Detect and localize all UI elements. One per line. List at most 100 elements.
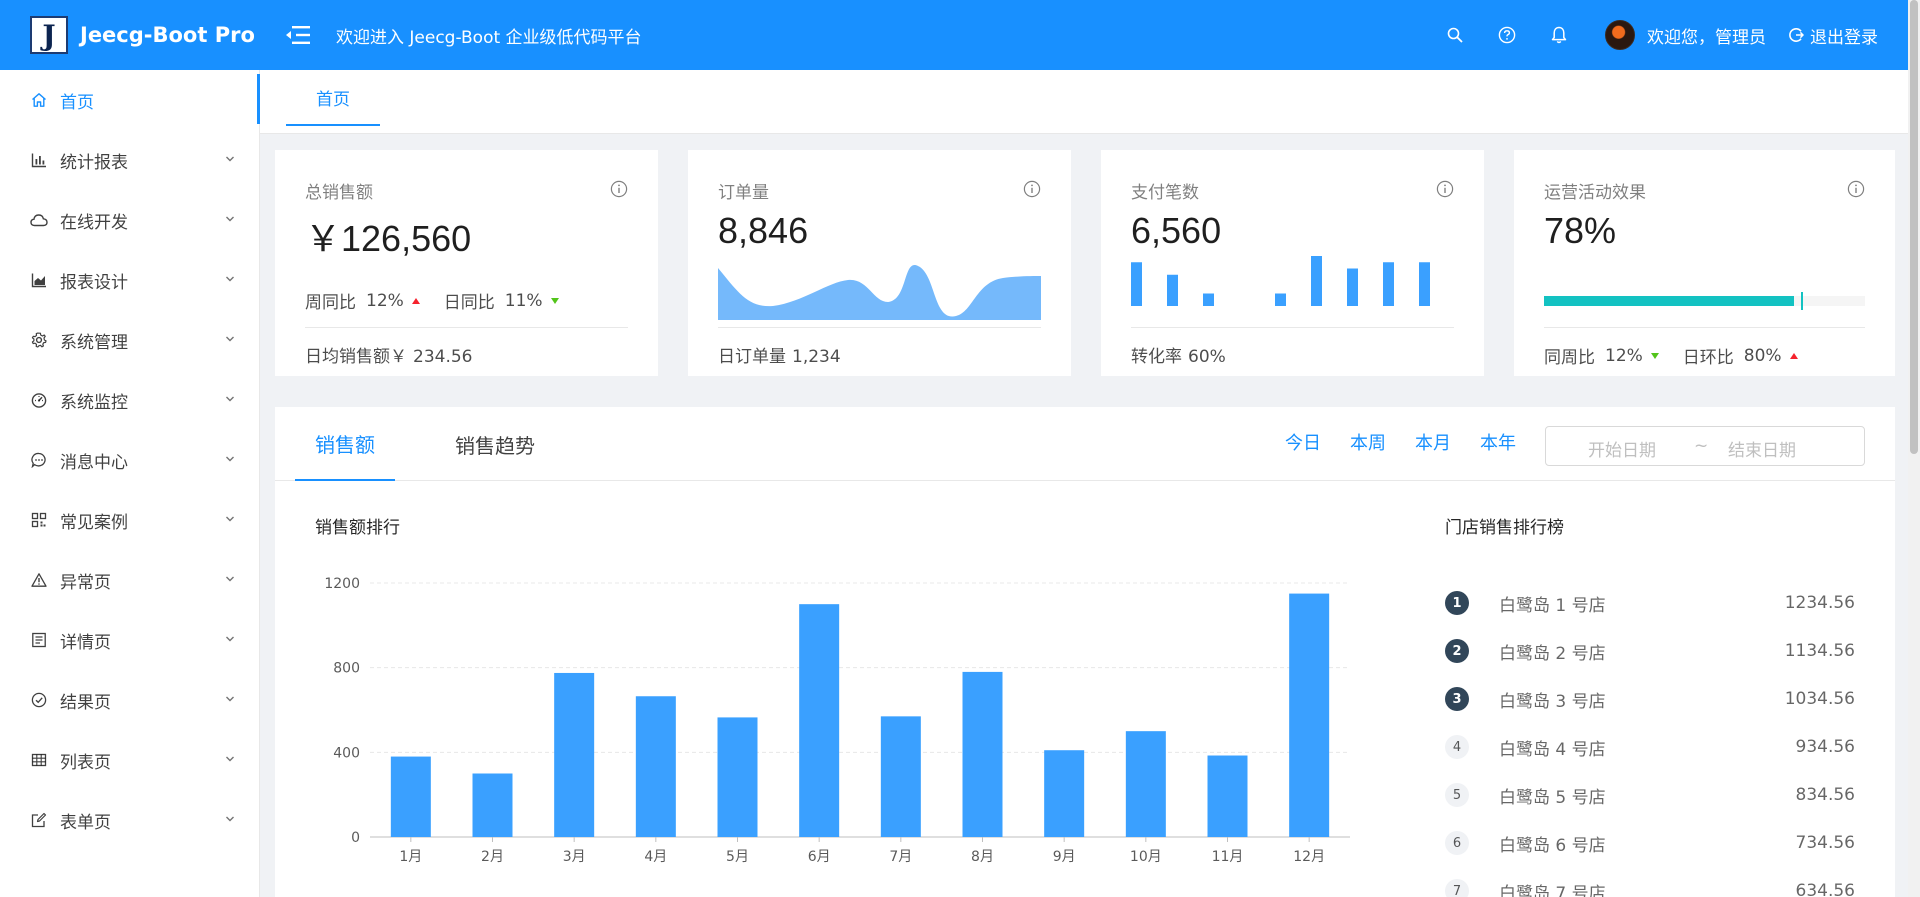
x-tick-label: 6月 [808, 849, 831, 865]
range-today[interactable]: 今日 [1285, 433, 1321, 454]
store-name: 白鹭岛 1 号店 [1499, 595, 1606, 616]
menu-fold-icon[interactable] [280, 17, 316, 53]
week-compare-value: 12% [366, 290, 404, 311]
sidebar-item-common-cases[interactable]: 常见案例 [0, 490, 259, 550]
info-icon[interactable] [1847, 180, 1865, 198]
info-icon[interactable] [1023, 180, 1041, 198]
sales-bar[interactable] [554, 672, 595, 837]
y-tick-label: 0 [351, 830, 360, 846]
store-name: 白鹭岛 5 号店 [1499, 787, 1606, 808]
chevron-down-icon [226, 276, 234, 282]
end-date-input[interactable]: 结束日期 [1728, 441, 1796, 461]
sidebar-item-label: 报表设计 [60, 272, 128, 293]
sales-bar[interactable] [962, 671, 1003, 837]
x-tick-label: 5月 [726, 849, 749, 865]
card-label: 运营活动效果 [1544, 183, 1646, 203]
sidebar-item-home[interactable]: 首页 [0, 70, 260, 130]
rank-badge: 5 [1445, 783, 1469, 807]
y-tick-label: 1200 [324, 576, 360, 592]
sidebar-item-report-design[interactable]: 报表设计 [0, 250, 259, 310]
card-label: 订单量 [718, 183, 769, 203]
page-scrollbar[interactable] [1908, 0, 1920, 897]
payments-mini-bar-chart [1131, 256, 1430, 306]
tab-home[interactable]: 首页 [286, 70, 380, 126]
progress-fill [1544, 296, 1795, 306]
user-menu[interactable]: 欢迎您，管理员 [1605, 20, 1766, 50]
sales-bar[interactable] [1044, 750, 1085, 837]
logo[interactable]: J Jeecg-Boot Pro [0, 0, 260, 70]
sales-bar[interactable] [390, 756, 431, 837]
card-value: 78% [1544, 210, 1617, 251]
store-name: 白鹭岛 2 号店 [1499, 643, 1606, 664]
start-date-input[interactable]: 开始日期 [1588, 441, 1656, 461]
area-shape [718, 264, 1041, 320]
store-name: 白鹭岛 3 号店 [1499, 691, 1606, 712]
sidebar-item-form-page[interactable]: 表单页 [0, 790, 259, 850]
footer-label: 转化率 [1131, 347, 1182, 367]
store-sales-value: 1134.56 [1784, 641, 1855, 661]
orders-area-chart [718, 264, 1041, 320]
sidebar-item-list-page[interactable]: 列表页 [0, 730, 259, 790]
x-tick-label: 9月 [1053, 849, 1076, 865]
rank-badge: 2 [1445, 639, 1469, 663]
sidebar-item-online-dev[interactable]: 在线开发 [0, 190, 259, 250]
day-compare-value: 11% [504, 290, 543, 311]
divider [305, 327, 628, 328]
card-label: 总销售额 [305, 183, 373, 203]
dashboard-icon [30, 391, 48, 409]
x-tick-label: 2月 [481, 849, 504, 865]
range-week[interactable]: 本周 [1350, 433, 1386, 454]
cloud-icon [30, 211, 48, 229]
range-year[interactable]: 本年 [1480, 433, 1516, 454]
info-icon[interactable] [1436, 180, 1454, 198]
ranking-row: 1 白鹭岛 1 号店 1234.56 [1445, 591, 1855, 616]
week-compare-value: 12% [1605, 345, 1643, 366]
bell-icon[interactable] [1533, 0, 1585, 70]
tab-sales[interactable]: 销售额 [295, 407, 395, 481]
search-icon[interactable] [1429, 0, 1481, 70]
table-icon [30, 751, 48, 769]
x-tick-label: 11月 [1212, 849, 1244, 865]
caret-down-icon [1650, 352, 1659, 359]
chart-title: 销售额排行 [315, 518, 400, 538]
sales-bar[interactable] [472, 773, 513, 838]
chevron-down-icon [226, 816, 234, 822]
caret-down-icon [550, 297, 559, 304]
sales-bar[interactable] [1125, 731, 1166, 837]
sidebar-item-system-monitor[interactable]: 系统监控 [0, 370, 259, 430]
trend-row: 周同比 12% 日同比 11% [305, 288, 583, 313]
scrollbar-thumb[interactable] [1910, 0, 1918, 454]
sales-bar[interactable] [880, 716, 921, 837]
sidebar-item-label: 列表页 [60, 752, 111, 773]
logout-button[interactable]: 退出登录 [1788, 23, 1878, 48]
sidebar-item-exception-page[interactable]: 异常页 [0, 550, 259, 610]
date-range-picker[interactable]: 开始日期 ~ 结束日期 [1545, 426, 1865, 466]
range-month[interactable]: 本月 [1415, 433, 1451, 454]
sidebar-item-message-center[interactable]: 消息中心 [0, 430, 259, 490]
sales-bar[interactable] [1289, 593, 1330, 837]
orders-card: 订单量 8,846 日订单量 1,234 [688, 150, 1071, 376]
sidebar-item-system-management[interactable]: 系统管理 [0, 310, 259, 370]
sales-bar[interactable] [1207, 755, 1248, 837]
sales-bar[interactable] [799, 604, 840, 837]
gear-icon [30, 331, 48, 349]
info-icon[interactable] [610, 180, 628, 198]
logout-label: 退出登录 [1810, 27, 1878, 48]
sidebar-item-result-page[interactable]: 结果页 [0, 670, 259, 730]
mini-bar [1275, 293, 1286, 306]
divider [1544, 327, 1865, 328]
help-icon[interactable] [1481, 0, 1533, 70]
sales-bar[interactable] [635, 696, 676, 837]
profile-icon [30, 631, 48, 649]
tab-sales-trend[interactable]: 销售趋势 [455, 433, 535, 458]
area-chart-icon [30, 271, 48, 289]
card-value: 6,560 [1131, 210, 1222, 251]
footer-value: 60% [1188, 347, 1226, 367]
mini-bar [1419, 262, 1430, 306]
sidebar-item-label: 结果页 [60, 692, 111, 713]
sidebar-item-detail-page[interactable]: 详情页 [0, 610, 259, 670]
sidebar-item-label: 在线开发 [60, 212, 128, 233]
sidebar-item-statistics[interactable]: 统计报表 [0, 130, 259, 190]
sales-bar[interactable] [717, 717, 758, 837]
header-actions: 欢迎您，管理员 退出登录 [1429, 0, 1908, 70]
